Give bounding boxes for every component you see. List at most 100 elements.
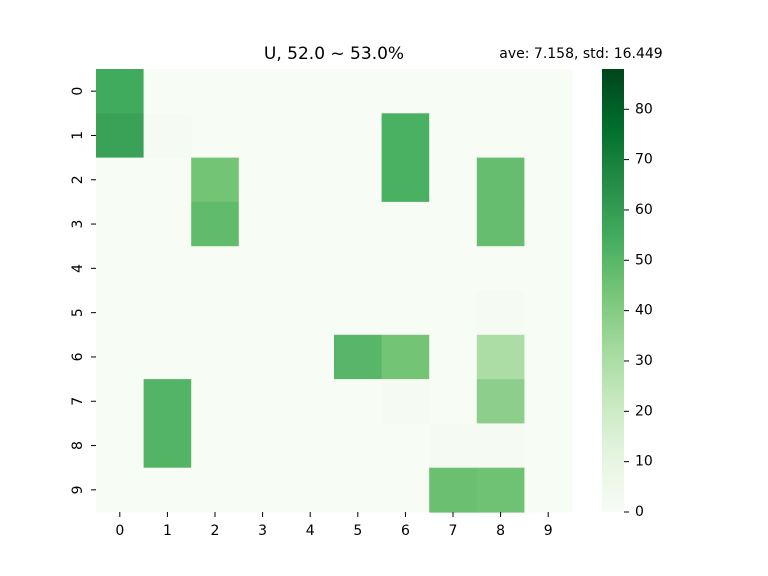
heatmap-cell-4-6 bbox=[381, 246, 430, 292]
x-tick-label-4: 4 bbox=[306, 523, 315, 539]
y-tick-label-4: 4 bbox=[70, 264, 86, 273]
y-tick-label-9: 9 bbox=[70, 485, 86, 494]
heatmap-cell-6-7 bbox=[429, 334, 478, 380]
heatmap-cell-2-3 bbox=[238, 157, 287, 203]
heatmap-cell-4-1 bbox=[143, 246, 192, 292]
heatmap-cell-2-7 bbox=[429, 157, 478, 203]
y-tick-label-5: 5 bbox=[70, 308, 86, 317]
heatmap-cell-3-9 bbox=[524, 201, 573, 247]
heatmap-cell-2-0 bbox=[96, 157, 145, 203]
heatmap-cell-7-7 bbox=[429, 379, 478, 424]
heatmap-cell-1-1 bbox=[143, 113, 192, 159]
heatmap-cell-7-8 bbox=[476, 379, 525, 424]
heatmap-cell-5-5 bbox=[334, 290, 383, 336]
heatmap-cell-5-9 bbox=[524, 290, 573, 336]
heatmap-cell-5-0 bbox=[96, 290, 145, 336]
colorbar-tick-label-1: 10 bbox=[635, 454, 653, 470]
heatmap-cell-3-7 bbox=[429, 201, 478, 247]
heatmap-cell-3-5 bbox=[334, 201, 383, 247]
heatmap-cell-6-0 bbox=[96, 334, 145, 380]
heatmap-cell-8-8 bbox=[476, 423, 525, 469]
colorbar: 0 10 20 30 40 50 60 70 80 bbox=[602, 69, 653, 520]
heatmap-cell-5-2 bbox=[191, 290, 240, 336]
heatmap-cell-8-1 bbox=[143, 423, 192, 469]
heatmap-cell-2-8 bbox=[476, 157, 525, 203]
colorbar-tick-label-8: 80 bbox=[635, 101, 653, 117]
heatmap-cell-3-8 bbox=[476, 201, 525, 247]
heatmap-cell-7-3 bbox=[238, 379, 287, 424]
heatmap-cell-7-2 bbox=[191, 379, 240, 424]
colorbar-gradient bbox=[602, 69, 624, 512]
x-tick-label-8: 8 bbox=[496, 523, 505, 539]
heatmap-cell-9-1 bbox=[143, 467, 192, 513]
heatmap-cell-4-2 bbox=[191, 246, 240, 292]
heatmap-cell-5-7 bbox=[429, 290, 478, 336]
heatmap-cell-8-6 bbox=[381, 423, 430, 469]
heatmap-cell-9-4 bbox=[286, 467, 335, 513]
y-tick-label-0: 0 bbox=[70, 87, 86, 96]
x-tick-label-7: 7 bbox=[449, 523, 458, 539]
heatmap-cell-4-5 bbox=[334, 246, 383, 292]
heatmap-cell-1-3 bbox=[238, 113, 287, 159]
heatmap-cell-1-9 bbox=[524, 113, 573, 159]
heatmap-cell-0-5 bbox=[334, 69, 383, 114]
heatmap-cell-8-3 bbox=[238, 423, 287, 469]
heatmap-cell-1-4 bbox=[286, 113, 335, 159]
heatmap-cell-1-8 bbox=[476, 113, 525, 159]
heatmap-cell-4-7 bbox=[429, 246, 478, 292]
heatmap-cell-4-0 bbox=[96, 246, 145, 292]
heatmap-cell-6-6 bbox=[381, 334, 430, 380]
heatmap-cell-6-8 bbox=[476, 334, 525, 380]
heatmap-cell-7-6 bbox=[381, 379, 430, 424]
heatmap-cell-4-3 bbox=[238, 246, 287, 292]
heatmap-cell-0-7 bbox=[429, 69, 478, 114]
colorbar-tick-label-0: 0 bbox=[635, 504, 644, 520]
heatmap-cell-8-9 bbox=[524, 423, 573, 469]
heatmap-cell-8-5 bbox=[334, 423, 383, 469]
heatmap-cell-0-1 bbox=[143, 69, 192, 114]
heatmap-cell-7-1 bbox=[143, 379, 192, 424]
x-tick-label-3: 3 bbox=[258, 523, 267, 539]
heatmap-cell-5-8 bbox=[476, 290, 525, 336]
x-tick-label-0: 0 bbox=[115, 523, 124, 539]
heatmap-cell-2-1 bbox=[143, 157, 192, 203]
heatmap-cell-4-9 bbox=[524, 246, 573, 292]
heatmap-cell-5-1 bbox=[143, 290, 192, 336]
heatmap-cell-3-0 bbox=[96, 201, 145, 247]
heatmap-cell-5-4 bbox=[286, 290, 335, 336]
heatmap-cell-2-6 bbox=[381, 157, 430, 203]
colorbar-tick-label-3: 30 bbox=[635, 353, 653, 369]
heatmap-cell-2-5 bbox=[334, 157, 383, 203]
heatmap-cell-3-3 bbox=[238, 201, 287, 247]
heatmap-cell-8-0 bbox=[96, 423, 145, 469]
heatmap-cell-9-6 bbox=[381, 467, 430, 513]
y-tick-label-8: 8 bbox=[70, 441, 86, 450]
colorbar-tick-label-5: 50 bbox=[635, 252, 653, 268]
heatmap-cell-6-9 bbox=[524, 334, 573, 380]
x-tick-label-6: 6 bbox=[401, 523, 410, 539]
heatmap-cell-0-0 bbox=[96, 69, 145, 114]
heatmap-cell-8-7 bbox=[429, 423, 478, 469]
heatmap-cell-7-5 bbox=[334, 379, 383, 424]
stats-text: ave: 7.158, std: 16.449 bbox=[499, 46, 662, 62]
heatmap-cell-4-8 bbox=[476, 246, 525, 292]
x-axis: 0 1 2 3 4 5 6 7 8 9 bbox=[115, 512, 553, 539]
y-tick-label-7: 7 bbox=[70, 397, 86, 406]
heatmap-cells bbox=[96, 69, 573, 513]
colorbar-tick-label-6: 60 bbox=[635, 202, 653, 218]
heatmap-cell-4-4 bbox=[286, 246, 335, 292]
heatmap-cell-0-8 bbox=[476, 69, 525, 114]
heatmap-cell-1-7 bbox=[429, 113, 478, 159]
heatmap-cell-0-9 bbox=[524, 69, 573, 114]
heatmap-cell-9-3 bbox=[238, 467, 287, 513]
heatmap-cell-1-6 bbox=[381, 113, 430, 159]
heatmap-cell-3-1 bbox=[143, 201, 192, 247]
heatmap-cell-8-2 bbox=[191, 423, 240, 469]
heatmap-cell-0-3 bbox=[238, 69, 287, 114]
colorbar-tick-label-4: 40 bbox=[635, 303, 653, 319]
heatmap-cell-6-5 bbox=[334, 334, 383, 380]
heatmap-cell-2-4 bbox=[286, 157, 335, 203]
y-tick-label-3: 3 bbox=[70, 220, 86, 229]
